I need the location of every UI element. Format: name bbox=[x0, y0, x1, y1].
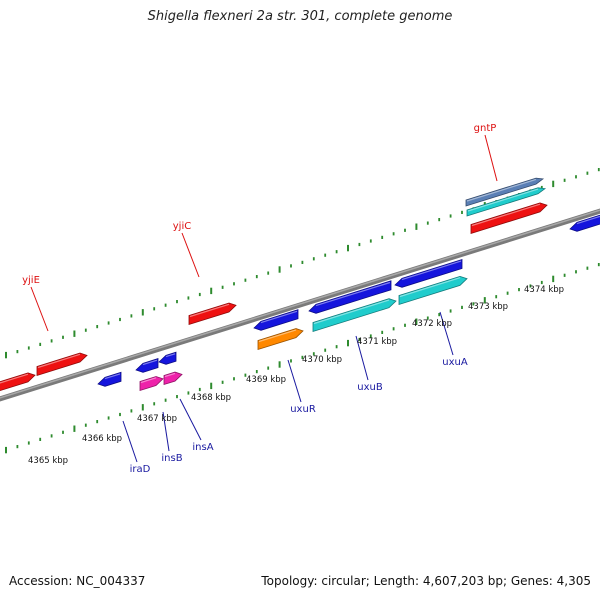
gene-yjiC-leader bbox=[181, 232, 200, 278]
gene-arrow-gntP-gene-highlight bbox=[471, 203, 541, 227]
gene-arrow-yjiF bbox=[0, 372, 36, 392]
gene-arrow-insA-region bbox=[158, 351, 177, 365]
gene-iraD-leader bbox=[122, 420, 138, 463]
gene-arrow-uxuB bbox=[312, 298, 397, 333]
ruler-label: 4369 kbp bbox=[246, 375, 286, 385]
gene-arrow-insA-highlight bbox=[164, 372, 176, 378]
gene-arrow-gntP-rna bbox=[466, 187, 547, 217]
ruler-label: 4371 kbp bbox=[357, 337, 397, 347]
gene-arrow-gntP-misc bbox=[465, 177, 545, 207]
gene-arrow-yjiE bbox=[36, 352, 88, 377]
gene-insB-label: insB bbox=[161, 453, 182, 464]
gene-arrow-yjiE-highlight bbox=[37, 353, 81, 369]
gene-arrow-insB-region bbox=[135, 358, 159, 373]
gene-arrow-gntP-gene bbox=[470, 202, 548, 235]
gene-arrow-uxuB-highlight bbox=[313, 299, 390, 325]
gene-yjiE-label: yjiE bbox=[22, 275, 40, 286]
gene-features bbox=[0, 177, 600, 392]
gene-arrow-yjiF-highlight bbox=[0, 373, 29, 384]
gene-arrow-iraD-highlight bbox=[104, 373, 121, 380]
gene-yjiE-leader bbox=[30, 286, 49, 332]
ruler-label: 4370 kbp bbox=[302, 355, 342, 365]
gene-uxuR-label: uxuR bbox=[290, 404, 316, 415]
gene-yjiC-label: yjiC bbox=[173, 221, 191, 232]
gene-insA-leader bbox=[179, 398, 202, 441]
ruler-label: 4365 kbp bbox=[28, 456, 68, 466]
genome-backbone bbox=[0, 208, 600, 402]
gene-arrow-insA bbox=[163, 371, 183, 386]
gene-arrow-uxuR-region-highlight bbox=[260, 310, 298, 324]
gene-uxuA-leader bbox=[439, 311, 454, 356]
genome-title: Shigella flexneri 2a str. 301, complete … bbox=[147, 9, 453, 24]
gene-insB-leader bbox=[162, 411, 170, 452]
gene-arrow-uxuR bbox=[257, 328, 304, 351]
ruler-label: 4367 kbp bbox=[137, 414, 177, 424]
gene-arrow-uxuB-region-highlight bbox=[315, 281, 391, 307]
ruler-ticks bbox=[5, 168, 600, 454]
accession-label: Accession: NC_004337 bbox=[9, 574, 146, 588]
gene-arrow-uxuR-region bbox=[253, 309, 299, 331]
gene-arrow-insA-region-highlight bbox=[165, 353, 176, 358]
gene-uxuB-leader bbox=[355, 335, 369, 381]
gene-insA-label: insA bbox=[192, 442, 213, 453]
gene-labels: yjiE yjiC gntP iraD insB insA uxuR uxuB uxuA bbox=[22, 123, 496, 475]
ruler-label: 4368 kbp bbox=[191, 393, 231, 403]
ruler-labels: 4365 kbp 4366 kbp 4367 kbp 4368 kbp 4369 kbp… bbox=[28, 285, 564, 466]
gene-arrow-next-highlight bbox=[576, 215, 600, 225]
gene-arrow-yjiC bbox=[188, 302, 237, 326]
gene-uxuR-leader bbox=[287, 359, 302, 403]
gene-arrow-uxuB-region bbox=[308, 280, 392, 314]
label-leader-lines bbox=[30, 134, 498, 463]
gene-arrow-uxuA bbox=[398, 275, 468, 306]
gene-uxuA-label: uxuA bbox=[442, 357, 468, 368]
gene-uxuB-label: uxuB bbox=[357, 382, 383, 393]
gene-arrow-insB-region-highlight bbox=[142, 359, 158, 366]
gene-arrow-yjiC-highlight bbox=[189, 303, 230, 318]
ruler-label: 4372 kbp bbox=[412, 319, 452, 329]
gene-arrow-insB-highlight bbox=[140, 377, 157, 384]
gene-arrow-uxuA-region-highlight bbox=[401, 260, 462, 281]
ruler-label: 4366 kbp bbox=[82, 434, 122, 444]
gene-arrow-next bbox=[569, 214, 600, 232]
genome-summary: Topology: circular; Length: 4,607,203 bp… bbox=[261, 574, 591, 588]
gene-arrow-gntP-misc-highlight bbox=[466, 178, 537, 202]
gene-arrow-uxuA-highlight bbox=[399, 277, 461, 298]
gene-iraD-label: iraD bbox=[130, 464, 151, 475]
gene-arrow-uxuR-highlight bbox=[258, 329, 297, 343]
gene-arrow-gntP-rna-highlight bbox=[467, 188, 539, 212]
gene-arrow-uxuA-region bbox=[394, 258, 463, 288]
gene-arrow-insB bbox=[139, 376, 164, 392]
gene-arrow-iraD bbox=[97, 371, 122, 387]
ruler-label: 4374 kbp bbox=[524, 285, 564, 295]
gene-gntP-leader bbox=[484, 134, 498, 182]
ruler-label: 4373 kbp bbox=[468, 302, 508, 312]
gene-gntP-label: gntP bbox=[474, 123, 497, 134]
